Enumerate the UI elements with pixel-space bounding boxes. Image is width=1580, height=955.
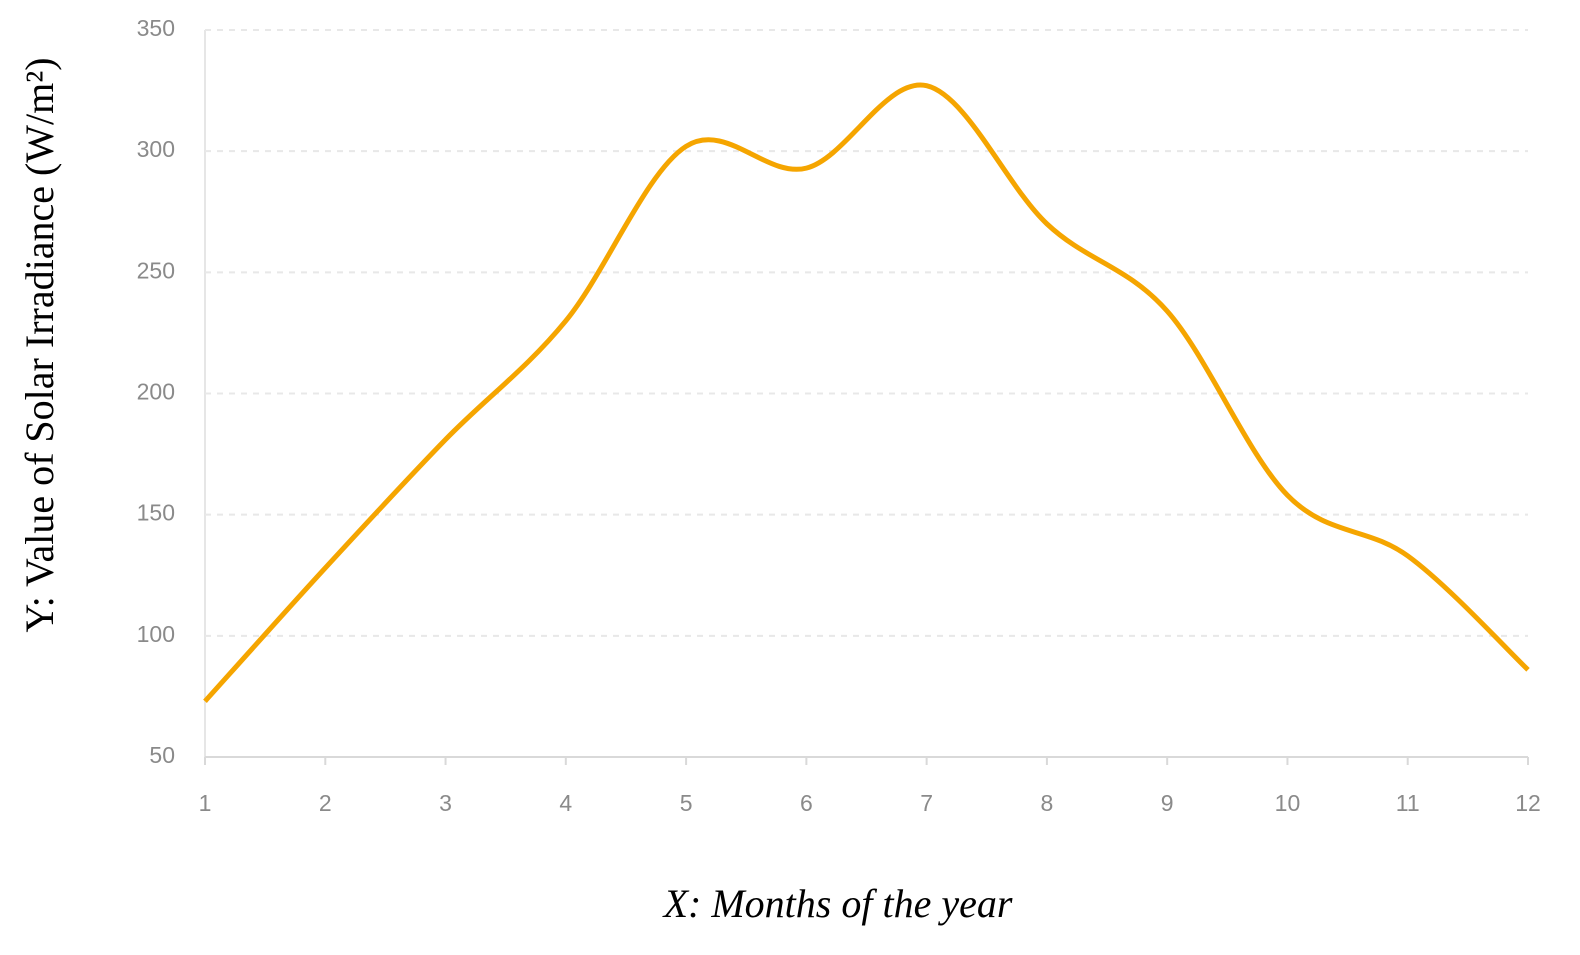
x-tick-label: 11 xyxy=(1396,790,1420,816)
x-axis-title: X: Months of the year xyxy=(662,881,1013,926)
x-tick-label: 9 xyxy=(1161,790,1174,816)
y-tick-label: 250 xyxy=(137,257,175,283)
x-tick-label: 6 xyxy=(800,790,813,816)
x-tick-label: 12 xyxy=(1515,790,1541,816)
x-tick-label: 7 xyxy=(920,790,933,816)
x-tick-label: 5 xyxy=(680,790,693,816)
y-tick-label: 350 xyxy=(137,15,175,41)
x-tick-label: 2 xyxy=(319,790,332,816)
data-line xyxy=(203,82,1530,703)
y-tick-label: 150 xyxy=(137,500,175,526)
y-tick-label: 300 xyxy=(137,136,175,162)
x-tick-label: 3 xyxy=(439,790,452,816)
x-tick-label: 4 xyxy=(559,790,572,816)
x-tick-label: 8 xyxy=(1041,790,1054,816)
x-tick-label: 1 xyxy=(199,790,212,816)
y-tick-label: 200 xyxy=(137,379,175,405)
x-tick-label: 10 xyxy=(1275,790,1301,816)
y-tick-label: 100 xyxy=(137,621,175,647)
y-axis-title: Y: Value of Solar Irradiance (W/m²) xyxy=(17,57,62,632)
y-tick-label: 50 xyxy=(149,742,175,768)
